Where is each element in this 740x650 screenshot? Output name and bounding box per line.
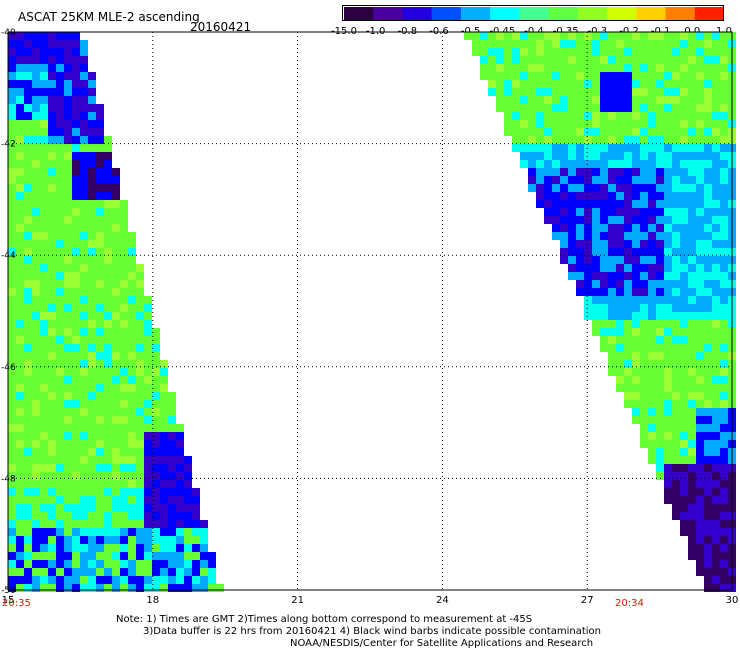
satellite-swaths (8, 32, 736, 592)
lon-tick-label: 15 (2, 595, 15, 606)
note-line-3: NOAA/NESDIS/Center for Satellite Applica… (290, 638, 594, 649)
color-swatch (490, 7, 520, 20)
color-scale-bar (342, 5, 724, 21)
color-swatch (460, 7, 491, 20)
note-line-1: Note: 1) Times are GMT 2)Times along bot… (116, 614, 533, 625)
color-swatch (607, 7, 637, 20)
lon-tick-label: 24 (436, 595, 449, 606)
color-swatch (694, 7, 723, 20)
lat-tick-label: -40 (1, 28, 16, 38)
color-swatch (665, 7, 696, 20)
color-swatch (519, 7, 550, 20)
product-title: ASCAT 25KM MLE-2 ascending (18, 10, 200, 24)
lat-tick-label: -44 (1, 251, 16, 261)
lat-tick-label: -50 (1, 586, 16, 596)
note-line-2: 3)Data buffer is 22 hrs from 20160421 4)… (143, 626, 601, 637)
time-label-left: 20:35 (2, 598, 31, 609)
product-date: 20160421 (190, 20, 252, 34)
map-ticks: 15 18 21 24 27 30 -40 -42 -44 -46 -48 -50 (1, 28, 738, 606)
lat-tick-label: -42 (1, 140, 16, 150)
color-swatch (577, 7, 608, 20)
color-swatch (344, 7, 374, 20)
lon-tick-label: 18 (146, 595, 159, 606)
color-swatch (431, 7, 462, 20)
wind-map: 15 18 21 24 27 30 -40 -42 -44 -46 -48 -50 (1, 28, 738, 606)
color-swatch (402, 7, 433, 20)
lon-tick-label: 27 (581, 595, 594, 606)
lon-tick-label: 21 (291, 595, 304, 606)
color-swatch (548, 7, 579, 20)
lat-tick-label: -48 (1, 474, 16, 484)
time-label-right: 20:34 (615, 598, 644, 609)
lon-tick-label: 30 (726, 595, 739, 606)
color-swatch (373, 7, 403, 20)
lat-tick-label: -46 (1, 363, 16, 373)
map-grid (7, 31, 733, 591)
color-swatch (636, 7, 667, 20)
